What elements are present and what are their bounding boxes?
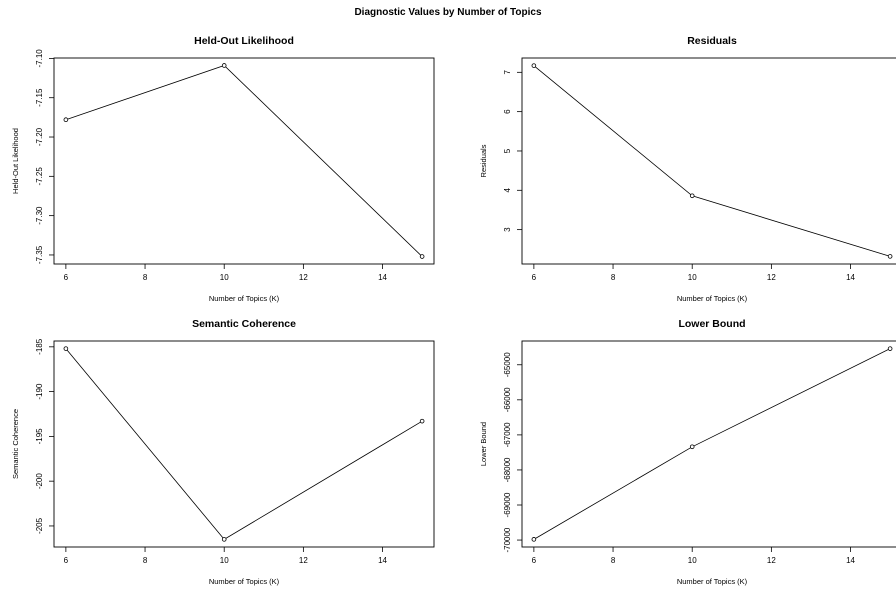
held-out-likelihood-y-tick-label: -7.30 (35, 206, 44, 225)
residuals-title: Residuals (687, 35, 737, 47)
semantic-coherence-x-tick-label: 12 (299, 556, 308, 565)
residuals-y-tick-label: 3 (503, 227, 512, 232)
semantic-coherence-y-tick-label: -185 (35, 338, 44, 355)
lower-bound-y-axis-label: Lower Bound (479, 422, 488, 466)
lower-bound-y-tick-label: -67000 (503, 422, 512, 447)
held-out-likelihood-x-tick-label: 14 (378, 273, 387, 282)
residuals-x-axis-label: Number of Topics (K) (677, 294, 748, 303)
held-out-likelihood-x-tick-label: 6 (64, 273, 69, 282)
residuals-y-tick-label: 7 (503, 70, 512, 75)
semantic-coherence-x-tick-label: 10 (220, 556, 229, 565)
lower-bound-x-tick-label: 8 (611, 556, 616, 565)
residuals-x-tick-label: 10 (688, 273, 697, 282)
residuals-data-point (887, 254, 893, 259)
residuals-plot-frame (521, 57, 896, 265)
lower-bound-plot-frame (521, 340, 896, 548)
lower-bound-data-point (531, 537, 537, 542)
held-out-likelihood-data-point (63, 117, 69, 123)
held-out-likelihood-y-tick-label: -7.20 (35, 127, 44, 146)
lower-bound-y-tick-label: -66000 (503, 387, 512, 412)
residuals-x-tick-label: 8 (611, 273, 616, 282)
lower-bound-x-tick-label: 12 (767, 556, 776, 565)
residuals-series-line (533, 65, 891, 257)
residuals-y-tick-label: 4 (503, 188, 512, 193)
semantic-coherence-panel: Semantic Coherence 6 8 10 12 14 -185 -190 -195 -2… (11, 318, 435, 586)
held-out-likelihood-data-point (419, 254, 425, 259)
held-out-likelihood-y-tick-label: -7.15 (35, 88, 44, 107)
semantic-coherence-x-tick-label: 14 (378, 556, 387, 565)
held-out-likelihood-data-point (221, 63, 227, 68)
lower-bound-x-axis-label: Number of Topics (K) (677, 577, 748, 586)
semantic-coherence-data-point (221, 537, 227, 542)
residuals-x-tick-label: 12 (767, 273, 776, 282)
semantic-coherence-x-tick-label: 8 (143, 556, 148, 565)
residuals-y-tick-label: 6 (503, 109, 512, 114)
held-out-likelihood-x-tick-label: 8 (143, 273, 148, 282)
lower-bound-x-tick-label: 6 (532, 556, 537, 565)
lower-bound-data-point (689, 444, 695, 450)
lower-bound-x-tick-label: 14 (846, 556, 855, 565)
lower-bound-panel: Lower Bound 6 8 10 12 14 -65000 -66000 -67000 -68… (479, 318, 896, 586)
held-out-likelihood-plot-frame (53, 57, 435, 265)
semantic-coherence-data-point (419, 418, 425, 424)
held-out-likelihood-y-tick-label: -7.25 (35, 167, 44, 186)
semantic-coherence-data-point (63, 346, 69, 351)
held-out-likelihood-x-tick-label: 10 (220, 273, 229, 282)
lower-bound-y-tick-label: -68000 (503, 457, 512, 482)
lower-bound-data-point (887, 346, 893, 351)
held-out-likelihood-series-line (65, 65, 423, 257)
held-out-likelihood-x-tick-label: 12 (299, 273, 308, 282)
lower-bound-series-line (533, 348, 891, 540)
residuals-x-tick-label: 14 (846, 273, 855, 282)
held-out-likelihood-x-axis-label: Number of Topics (K) (209, 294, 280, 303)
semantic-coherence-y-tick-label: -200 (35, 473, 44, 490)
semantic-coherence-x-tick-label: 6 (64, 556, 69, 565)
residuals-data-point (531, 63, 537, 68)
residuals-y-axis-label: Residuals (479, 144, 488, 177)
lower-bound-y-tick-label: -70000 (503, 527, 512, 552)
semantic-coherence-plot-frame (53, 340, 435, 548)
held-out-likelihood-y-tick-label: -7.35 (35, 245, 44, 264)
residuals-y-tick-label: 5 (503, 148, 512, 153)
semantic-coherence-x-axis-label: Number of Topics (K) (209, 577, 280, 586)
held-out-likelihood-y-tick-label: -7.10 (35, 49, 44, 68)
residuals-panel: Residuals 6 8 10 12 14 3 4 5 6 7 Number of Topics (… (479, 35, 896, 303)
lower-bound-title: Lower Bound (678, 318, 745, 330)
semantic-coherence-title: Semantic Coherence (192, 318, 296, 330)
residuals-x-tick-label: 6 (532, 273, 537, 282)
semantic-coherence-y-tick-label: -190 (35, 383, 44, 400)
semantic-coherence-series-line (65, 348, 423, 540)
residuals-data-point (689, 193, 695, 199)
lower-bound-y-tick-label: -69000 (503, 492, 512, 517)
lower-bound-y-tick-label: -65000 (503, 352, 512, 377)
panel-grid: Held-Out Likelihood 6 8 10 12 14 -7.10 -7.15 -7.… (11, 35, 896, 586)
semantic-coherence-y-tick-label: -205 (35, 517, 44, 534)
semantic-coherence-y-tick-label: -195 (35, 428, 44, 445)
held-out-likelihood-title: Held-Out Likelihood (194, 35, 294, 47)
held-out-likelihood-y-axis-label: Held-Out Likelihood (11, 128, 20, 194)
semantic-coherence-y-axis-label: Semantic Coherence (11, 409, 20, 479)
figure-title: Diagnostic Values by Number of Topics (354, 7, 542, 18)
lower-bound-x-tick-label: 10 (688, 556, 697, 565)
held-out-likelihood-panel: Held-Out Likelihood 6 8 10 12 14 -7.10 -7.15 -7.… (11, 35, 435, 303)
